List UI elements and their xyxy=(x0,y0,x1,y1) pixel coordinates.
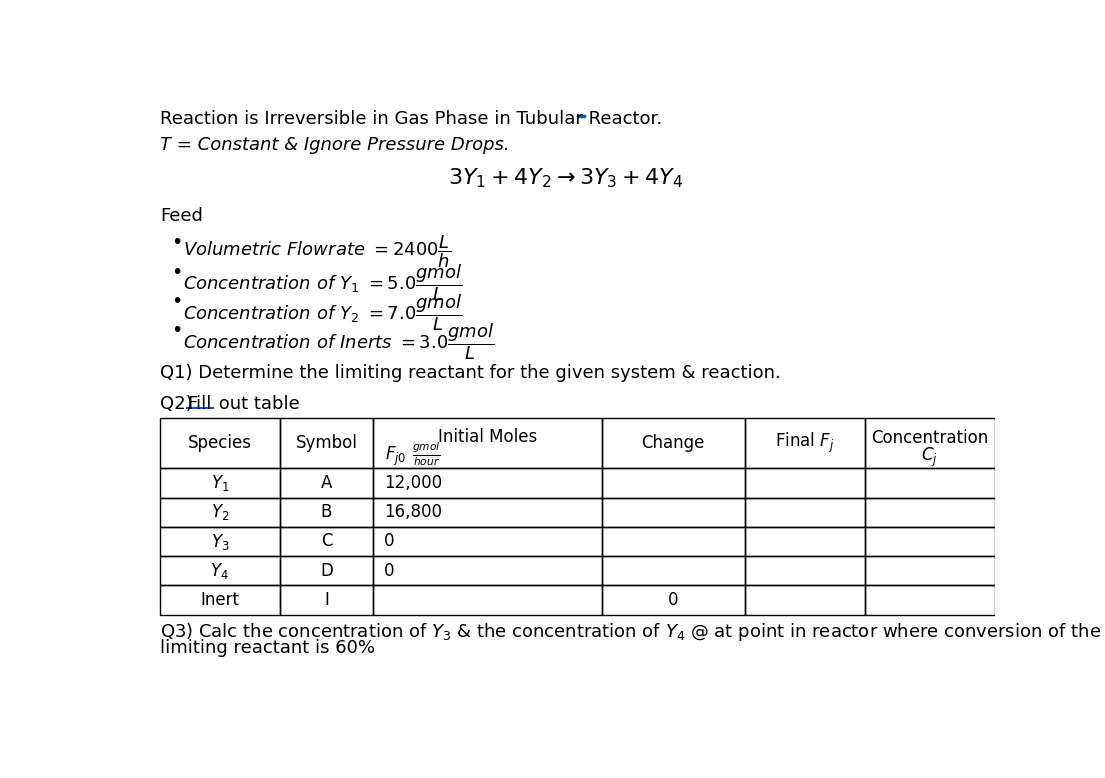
Bar xyxy=(160,419,280,468)
Text: •: • xyxy=(170,321,182,340)
Text: 16,800: 16,800 xyxy=(383,503,442,521)
Text: Feed: Feed xyxy=(160,207,202,226)
Bar xyxy=(373,527,601,556)
Text: •: • xyxy=(170,263,182,282)
Text: $\mathit{Concentration\ of\ Y_2}\ = 7.0\dfrac{gmol}{L}$: $\mathit{Concentration\ of\ Y_2}\ = 7.0\… xyxy=(183,292,463,333)
Text: $\mathit{Concentration\ of\ Inerts}\ = 3.0\dfrac{gmol}{L}$: $\mathit{Concentration\ of\ Inerts}\ = 3… xyxy=(183,321,495,362)
Bar xyxy=(745,585,865,615)
Bar xyxy=(280,468,373,498)
Bar xyxy=(601,498,745,527)
Bar xyxy=(373,498,601,527)
Bar xyxy=(601,556,745,585)
Text: $\frac{gmol}{hour}$: $\frac{gmol}{hour}$ xyxy=(412,440,441,468)
Text: $F_{j0}$: $F_{j0}$ xyxy=(386,444,407,468)
Bar xyxy=(160,468,280,498)
Bar xyxy=(160,527,280,556)
Bar xyxy=(373,556,601,585)
Text: out table: out table xyxy=(212,395,299,413)
Bar xyxy=(865,498,994,527)
Bar xyxy=(373,468,601,498)
Text: B: B xyxy=(320,503,333,521)
Bar xyxy=(745,419,865,468)
Text: $C_j$: $C_j$ xyxy=(922,446,938,469)
Bar xyxy=(160,585,280,615)
Bar xyxy=(865,419,994,468)
Bar xyxy=(160,556,280,585)
Bar xyxy=(280,498,373,527)
Text: $Y_1$: $Y_1$ xyxy=(211,473,229,493)
Text: Symbol: Symbol xyxy=(295,434,357,452)
Text: 0: 0 xyxy=(383,562,394,580)
Bar xyxy=(373,585,601,615)
Bar xyxy=(601,585,745,615)
Text: D: D xyxy=(320,562,333,580)
Bar xyxy=(601,419,745,468)
Bar xyxy=(745,498,865,527)
Text: Initial Moles: Initial Moles xyxy=(438,428,537,446)
Bar xyxy=(745,468,865,498)
Bar xyxy=(280,527,373,556)
Text: Inert: Inert xyxy=(200,591,240,609)
Text: I: I xyxy=(324,591,329,609)
Bar xyxy=(280,585,373,615)
Bar xyxy=(280,419,373,468)
Text: T = Constant & Ignore Pressure Drops.: T = Constant & Ignore Pressure Drops. xyxy=(160,135,509,154)
Text: Species: Species xyxy=(188,434,252,452)
Text: limiting reactant is 60%: limiting reactant is 60% xyxy=(160,640,375,657)
Text: •: • xyxy=(170,233,182,253)
Text: Q1) Determine the limiting reactant for the given system & reaction.: Q1) Determine the limiting reactant for … xyxy=(160,364,780,383)
Text: Final $F_j$: Final $F_j$ xyxy=(776,431,834,455)
Text: Q2): Q2) xyxy=(160,395,192,413)
Text: 0: 0 xyxy=(669,591,678,609)
Text: $Y_3$: $Y_3$ xyxy=(211,531,229,552)
Text: Fill: Fill xyxy=(187,395,211,413)
Bar xyxy=(160,498,280,527)
Bar xyxy=(280,556,373,585)
Bar xyxy=(601,527,745,556)
Bar xyxy=(865,527,994,556)
Text: Reaction is Irreversible in Gas Phase in Tubular Reactor.: Reaction is Irreversible in Gas Phase in… xyxy=(160,110,662,128)
Text: $Y_2$: $Y_2$ xyxy=(211,503,229,522)
Text: $\mathit{Concentration\ of\ Y_1}\ = 5.0\dfrac{gmol}{L}$: $\mathit{Concentration\ of\ Y_1}\ = 5.0\… xyxy=(183,263,463,303)
Bar xyxy=(601,468,745,498)
Text: C: C xyxy=(320,532,333,551)
Text: Q3) Calc the concentration of $Y_3$ & the concentration of $Y_4$ @ at point in r: Q3) Calc the concentration of $Y_3$ & th… xyxy=(160,621,1101,643)
Text: Change: Change xyxy=(642,434,705,452)
Text: A: A xyxy=(320,474,333,492)
Text: 0: 0 xyxy=(383,532,394,551)
Bar xyxy=(865,468,994,498)
Bar xyxy=(373,419,601,468)
Text: $Y_4$: $Y_4$ xyxy=(210,561,230,580)
Text: •: • xyxy=(170,292,182,311)
Text: $\mathit{Volumetric\ Flowrate}\ = 2400\dfrac{L}{h}$: $\mathit{Volumetric\ Flowrate}\ = 2400\d… xyxy=(183,233,452,270)
Text: $3Y_1 + 4Y_2 \rightarrow 3Y_3 + 4Y_4$: $3Y_1 + 4Y_2 \rightarrow 3Y_3 + 4Y_4$ xyxy=(449,166,684,190)
Bar xyxy=(865,585,994,615)
Bar xyxy=(745,556,865,585)
Text: 12,000: 12,000 xyxy=(383,474,442,492)
Bar xyxy=(865,556,994,585)
Text: Concentration: Concentration xyxy=(871,429,988,447)
Bar xyxy=(745,527,865,556)
